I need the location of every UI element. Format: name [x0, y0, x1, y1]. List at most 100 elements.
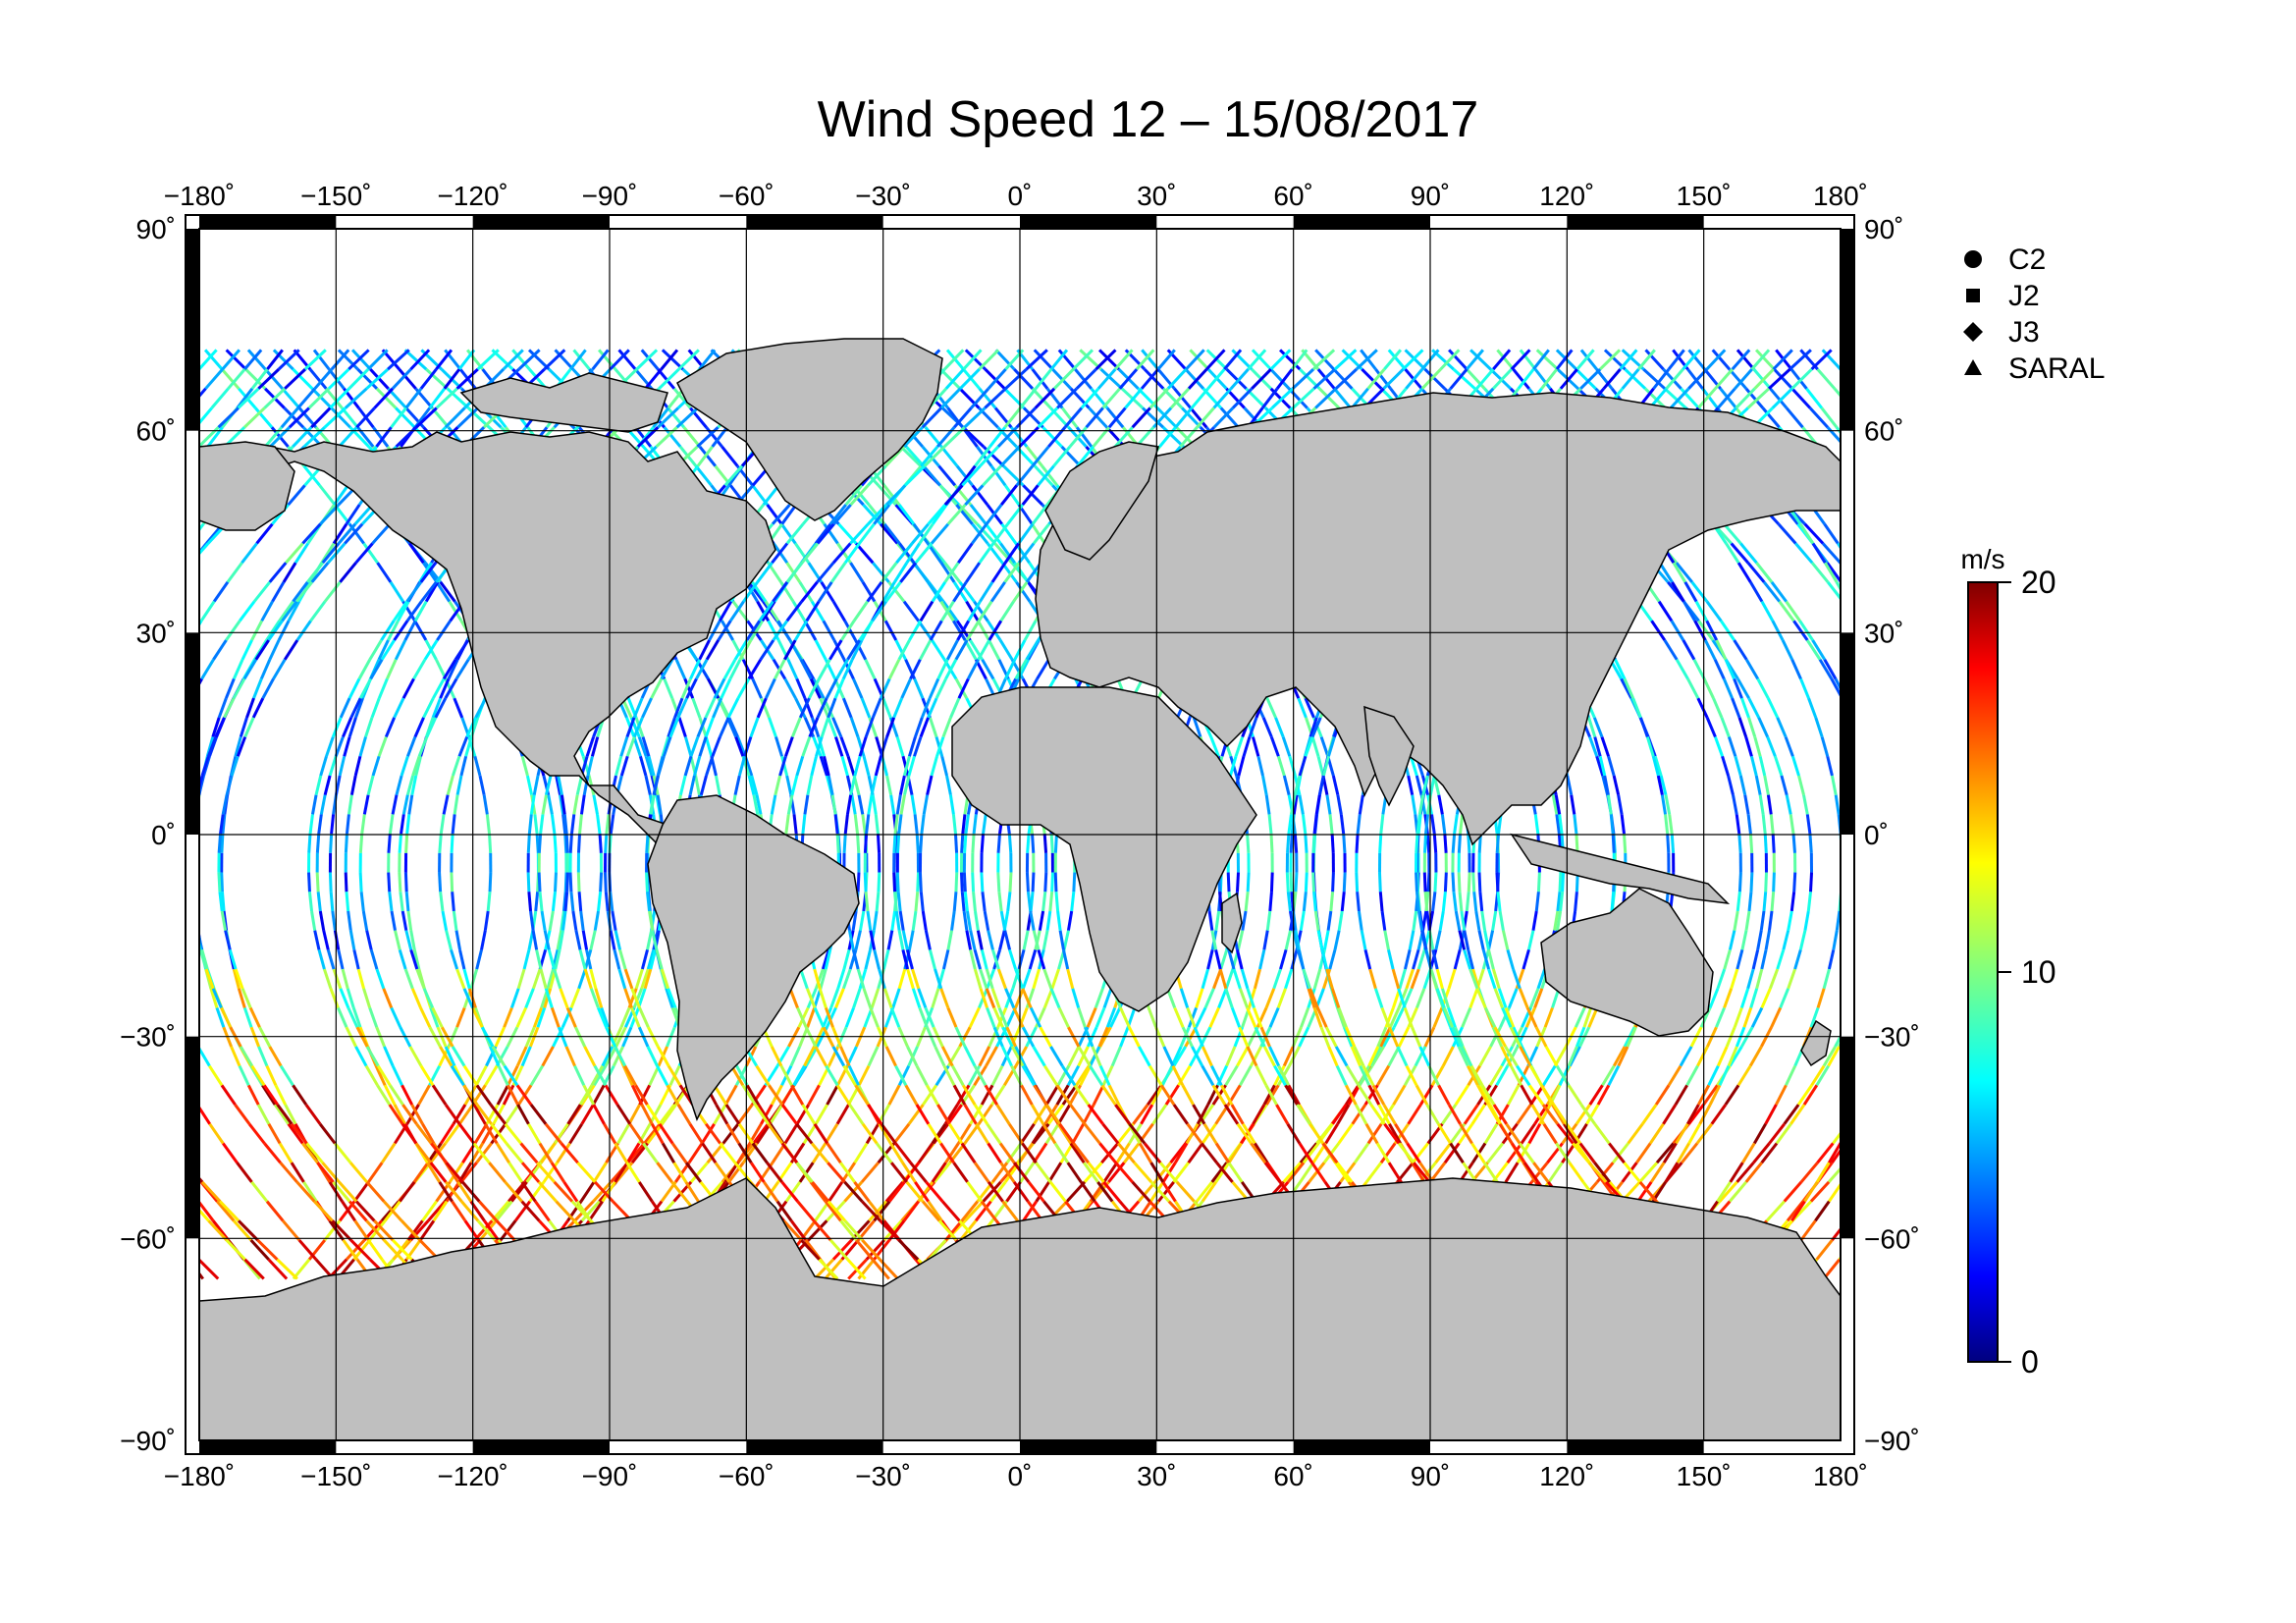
- track-segment: [1096, 1181, 1114, 1203]
- track-segment: [847, 930, 855, 950]
- track-segment: [685, 677, 698, 699]
- track-segment: [648, 910, 655, 931]
- track-segment: [471, 1006, 484, 1028]
- track-segment: [985, 1046, 998, 1067]
- track-segment: [841, 659, 854, 680]
- track-segment: [516, 968, 526, 990]
- track-segment: [37, 543, 51, 563]
- track-segment: [775, 1200, 793, 1222]
- track-segment: [879, 736, 888, 757]
- track-segment: [704, 717, 715, 738]
- track-segment: [362, 542, 379, 565]
- track-segment: [782, 1219, 803, 1242]
- track-segment: [1070, 892, 1076, 912]
- track-segment: [310, 562, 330, 583]
- track-segment: [74, 756, 80, 776]
- track-segment: [676, 1104, 692, 1125]
- track-segment: [315, 834, 321, 853]
- track-segment: [273, 1104, 291, 1125]
- track-segment: [785, 600, 803, 622]
- track-segment: [589, 968, 598, 990]
- track-segment: [8, 698, 16, 718]
- track-segment: [861, 1200, 881, 1222]
- track-segment: [676, 697, 688, 719]
- track-segment: [872, 910, 879, 931]
- track-segment: [1290, 949, 1299, 970]
- track-segment: [885, 775, 893, 796]
- track-segment: [911, 910, 918, 931]
- track-segment: [60, 582, 75, 602]
- track-segment: [808, 717, 820, 738]
- track-segment: [348, 1162, 368, 1183]
- track-segment: [827, 775, 834, 796]
- track-segment: [220, 872, 224, 893]
- track-segment: [328, 872, 333, 893]
- track-segment: [784, 814, 790, 835]
- track-segment: [534, 1200, 551, 1222]
- track-segment: [999, 542, 1016, 565]
- track-segment: [854, 1084, 870, 1106]
- track-segment: [955, 504, 974, 525]
- track-segment: [61, 756, 68, 776]
- track-segment: [792, 1064, 806, 1087]
- track-segment: [444, 1104, 461, 1125]
- track-segment: [150, 795, 154, 815]
- track-segment: [199, 387, 207, 399]
- track-segment: [596, 814, 602, 835]
- track-segment: [395, 775, 403, 796]
- track-segment: [1102, 988, 1113, 1009]
- track-segment: [1209, 736, 1220, 757]
- track-segment: [561, 910, 567, 931]
- track-segment: [550, 1162, 565, 1183]
- track-segment: [278, 1142, 294, 1163]
- track-segment: [0, 737, 1, 757]
- track-segment: [579, 1181, 596, 1203]
- track-segment: [1269, 368, 1291, 390]
- track-segment: [1019, 387, 1038, 409]
- track-segment: [267, 1123, 282, 1145]
- track-segment: [1000, 1046, 1013, 1067]
- track-segment: [204, 968, 215, 990]
- track-segment: [491, 1046, 507, 1067]
- track-segment: [347, 794, 353, 815]
- track-segment: [319, 794, 327, 815]
- track-segment: [1286, 1162, 1306, 1183]
- track-segment: [457, 1122, 476, 1145]
- track-segment: [934, 677, 947, 699]
- track-segment: [1021, 484, 1040, 507]
- track-segment: [48, 892, 50, 911]
- track-segment: [1012, 1006, 1025, 1028]
- track-segment: [922, 464, 941, 487]
- track-segment: [387, 872, 392, 893]
- track-segment: [795, 755, 805, 777]
- track-segment: [899, 794, 906, 815]
- track-segment: [752, 1122, 770, 1145]
- track-segment: [55, 602, 67, 622]
- track-segment: [382, 988, 394, 1009]
- track-segment: [569, 892, 575, 912]
- track-segment: [442, 658, 457, 680]
- track-segment: [1056, 387, 1078, 409]
- track-segment: [511, 349, 531, 371]
- track-segment: [952, 406, 973, 429]
- track-segment: [133, 582, 148, 602]
- track-segment: [25, 1105, 36, 1124]
- track-segment: [585, 949, 593, 970]
- track-segment: [225, 620, 241, 641]
- track-segment: [39, 737, 44, 757]
- track-segment: [1102, 1162, 1119, 1183]
- track-segment: [330, 406, 351, 429]
- track-segment: [261, 1084, 277, 1106]
- track-segment: [358, 677, 372, 699]
- track-segment: [874, 755, 882, 777]
- track-segment: [405, 581, 423, 603]
- track-segment: [112, 1066, 125, 1086]
- track-segment: [32, 621, 46, 640]
- track-segment: [1131, 1180, 1151, 1203]
- track-segment: [70, 776, 75, 795]
- track-segment: [463, 1219, 480, 1241]
- track-segment: [1050, 968, 1060, 990]
- track-segment: [565, 872, 569, 893]
- track-segment: [63, 892, 65, 911]
- track-segment: [897, 968, 907, 990]
